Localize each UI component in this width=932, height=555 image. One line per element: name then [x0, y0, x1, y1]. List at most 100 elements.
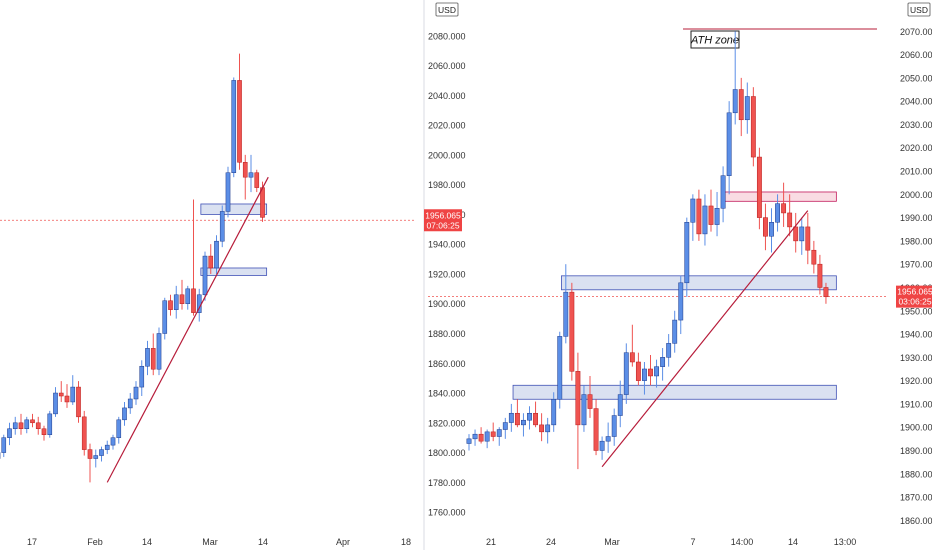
candle-body — [105, 445, 109, 449]
candle-body — [243, 162, 247, 177]
candle-body — [174, 295, 178, 310]
candle-body — [497, 430, 501, 437]
y-tick-label: 2060.000 — [428, 61, 466, 71]
candle-body — [648, 369, 652, 376]
candle-body — [818, 264, 822, 287]
candle-body — [65, 396, 69, 402]
y-tick-label: 1840.000 — [428, 389, 466, 399]
candle-body — [94, 456, 98, 459]
candle-body — [503, 423, 507, 430]
candle-body — [203, 256, 207, 295]
candle-body — [467, 439, 471, 444]
candle-body — [666, 343, 670, 357]
candle-body — [128, 399, 132, 408]
candle-body — [163, 301, 167, 334]
candle-body — [151, 348, 155, 369]
candle-body — [255, 173, 259, 188]
y-tick-label: 1940.000 — [900, 330, 932, 340]
y-tick-label: 1900.000 — [900, 423, 932, 433]
y-tick-label: 2050.000 — [900, 73, 932, 83]
candle-body — [812, 250, 816, 264]
candle-body — [491, 432, 495, 437]
y-tick-label: 1860.000 — [900, 516, 932, 526]
y-tick-label: 1800.000 — [428, 448, 466, 458]
candle-body — [232, 80, 236, 172]
candle-body — [82, 417, 86, 450]
candle-body — [122, 408, 126, 420]
y-tick-label: 2040.000 — [900, 97, 932, 107]
x-tick-label: Apr — [336, 537, 350, 547]
candle-body — [685, 222, 689, 283]
candle-body — [636, 362, 640, 381]
candle-body — [53, 393, 57, 414]
trendline — [602, 211, 808, 467]
candle-body — [99, 450, 103, 456]
candle-body — [733, 90, 737, 113]
candle-body — [715, 208, 719, 224]
candle-body — [59, 393, 63, 396]
candle-body — [751, 96, 755, 157]
candle-body — [140, 366, 144, 387]
y-tick-label: 1920.000 — [428, 269, 466, 279]
x-tick-label: Feb — [87, 537, 103, 547]
candle-body — [775, 204, 779, 223]
price-marker-value: 1956.065 — [897, 287, 932, 297]
zone-box — [561, 276, 836, 290]
y-tick-label: 1980.000 — [900, 236, 932, 246]
candle-body — [19, 423, 23, 429]
candle-body — [564, 292, 568, 336]
y-tick-label: 1980.000 — [428, 180, 466, 190]
y-tick-label: 1890.000 — [900, 446, 932, 456]
candle-body — [515, 413, 519, 425]
candle-body — [42, 429, 46, 435]
candle-body — [145, 348, 149, 366]
candle-body — [527, 413, 531, 420]
y-tick-label: 1760.000 — [428, 508, 466, 518]
zone-box — [201, 204, 267, 214]
y-tick-label: 1880.000 — [900, 469, 932, 479]
candle-body — [36, 423, 40, 429]
y-tick-label: 1920.000 — [900, 376, 932, 386]
x-tick-label: 21 — [486, 537, 496, 547]
candle-body — [769, 222, 773, 236]
candle-body — [757, 157, 761, 218]
y-tick-label: 1990.000 — [900, 213, 932, 223]
candle-body — [134, 387, 138, 399]
candle-body — [220, 211, 224, 241]
candle-body — [209, 256, 213, 268]
y-tick-label: 1900.000 — [428, 299, 466, 309]
candle-body — [2, 438, 6, 453]
candle-body — [612, 416, 616, 437]
y-tick-label: 1780.000 — [428, 478, 466, 488]
candle-body — [660, 357, 664, 366]
candle-body — [157, 333, 161, 369]
y-tick-label: 2060.000 — [900, 50, 932, 60]
candle-body — [630, 353, 634, 362]
chart-panel-2: ATH zone1860.0001870.0001880.0001890.000… — [428, 3, 932, 547]
x-tick-label: 14 — [142, 537, 152, 547]
y-tick-label: 2030.000 — [900, 120, 932, 130]
y-tick-label: 2000.000 — [900, 190, 932, 200]
y-tick-label: 2020.000 — [428, 121, 466, 131]
currency-label: USD — [910, 5, 928, 15]
candle-body — [485, 432, 489, 441]
candle-body — [558, 336, 562, 399]
candle-body — [576, 371, 580, 425]
x-tick-label: 18 — [401, 537, 411, 547]
candle-body — [606, 437, 610, 442]
ath-label: ATH zone — [690, 35, 739, 47]
price-marker-value: 1956.065 — [425, 210, 461, 220]
chart-panel-1: 1760.0001780.0001800.0001820.0001840.000… — [0, 3, 466, 547]
candle-body — [697, 199, 701, 234]
candle-body — [191, 289, 195, 313]
currency-label: USD — [438, 5, 456, 15]
candle-body — [509, 413, 513, 422]
candle-body — [642, 369, 646, 381]
candle-body — [727, 113, 731, 176]
candle-body — [594, 409, 598, 451]
candle-body — [48, 414, 52, 435]
x-tick-label: 24 — [546, 537, 556, 547]
y-tick-label: 2040.000 — [428, 91, 466, 101]
y-tick-label: 1860.000 — [428, 359, 466, 369]
